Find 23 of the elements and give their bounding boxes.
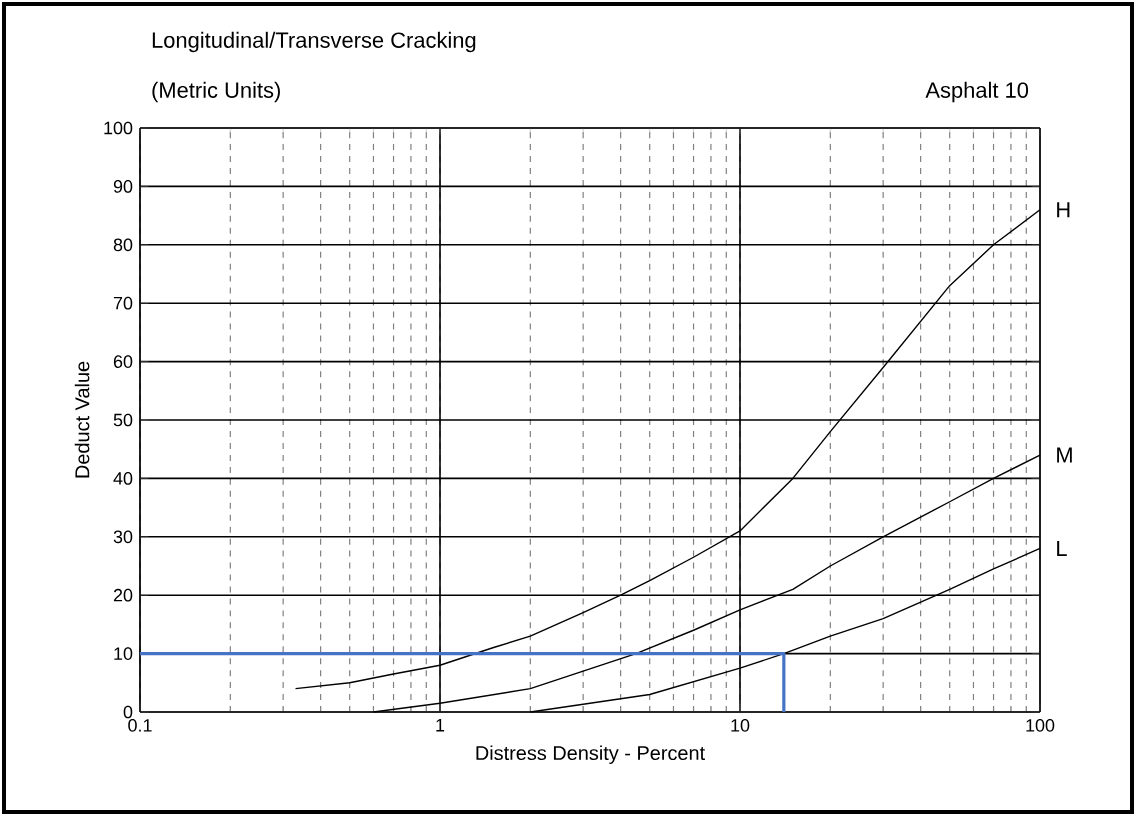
y-tick-label: 10 bbox=[114, 647, 133, 660]
x-axis-title: Distress Density - Percent bbox=[476, 745, 705, 764]
series-label: M bbox=[1057, 447, 1072, 463]
chart-title: Longitudinal/Transverse Cracking bbox=[152, 31, 476, 53]
y-axis-title: Deduct Value bbox=[74, 361, 90, 478]
y-tick-label: 20 bbox=[113, 588, 133, 602]
series-label: L bbox=[1057, 540, 1067, 557]
y-tick-label: 90 bbox=[113, 180, 133, 193]
y-tick-label: 0 bbox=[123, 705, 133, 719]
y-tick-label: 60 bbox=[113, 355, 133, 368]
y-tick-label: 100 bbox=[104, 121, 133, 135]
text: Asphalt 10 bbox=[925, 81, 1029, 103]
y-tick-label: 30 bbox=[113, 530, 133, 544]
x-tick-label: 1 bbox=[436, 719, 445, 732]
x-tick-label: 0.1 bbox=[128, 719, 152, 732]
y-tick-label: 40 bbox=[113, 472, 133, 485]
series-label: H bbox=[1057, 202, 1070, 218]
y-tick-label: 70 bbox=[113, 296, 133, 310]
y-tick-label: 50 bbox=[113, 413, 133, 427]
y-tick-label: 80 bbox=[113, 238, 133, 252]
x-tick-label: 100 bbox=[1026, 719, 1055, 732]
chart-subtitle: (Metric Units) bbox=[152, 81, 280, 103]
x-tick-label: 10 bbox=[731, 719, 750, 732]
